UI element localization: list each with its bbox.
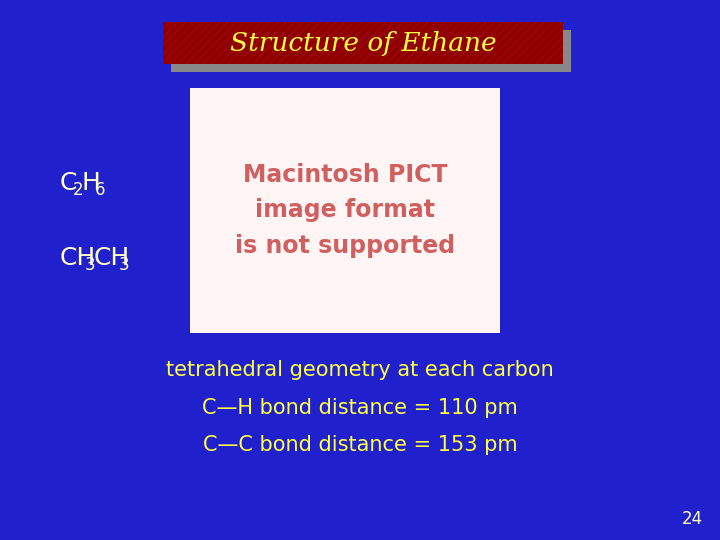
Text: C—C bond distance = 153 pm: C—C bond distance = 153 pm (203, 435, 517, 455)
Text: tetrahedral geometry at each carbon: tetrahedral geometry at each carbon (166, 360, 554, 380)
Text: Structure of Ethane: Structure of Ethane (230, 30, 496, 56)
Text: H: H (82, 171, 101, 195)
Text: 6: 6 (95, 181, 106, 199)
FancyBboxPatch shape (171, 30, 571, 72)
Text: CH: CH (94, 246, 130, 270)
Text: C: C (60, 171, 77, 195)
Text: 2: 2 (73, 181, 84, 199)
Text: CH: CH (60, 246, 96, 270)
FancyBboxPatch shape (190, 88, 500, 333)
Text: 3: 3 (85, 256, 96, 274)
Text: Macintosh PICT
image format
is not supported: Macintosh PICT image format is not suppo… (235, 163, 455, 258)
Text: 3: 3 (119, 256, 130, 274)
Text: C—H bond distance = 110 pm: C—H bond distance = 110 pm (202, 398, 518, 418)
Text: 24: 24 (682, 510, 703, 528)
FancyBboxPatch shape (163, 22, 563, 64)
